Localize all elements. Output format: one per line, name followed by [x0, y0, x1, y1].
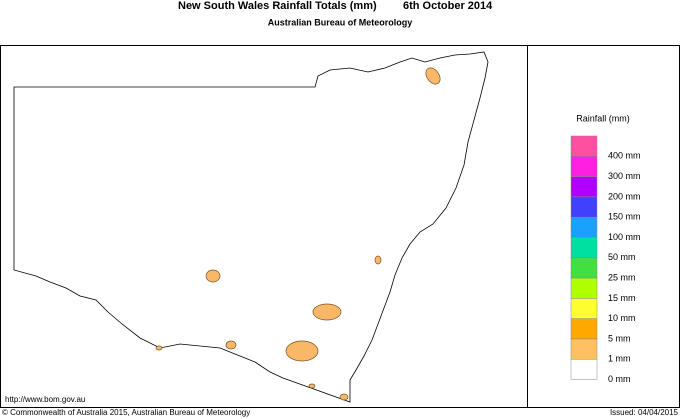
legend-swatch — [570, 257, 598, 279]
subtitle: Australian Bureau of Meteorology — [268, 17, 413, 27]
rain-area — [425, 67, 441, 85]
rain-area — [285, 340, 319, 362]
issued: Issued: 04/04/2015 — [610, 408, 679, 417]
legend-swatch — [570, 176, 598, 198]
date: 6th October 2014 — [403, 0, 493, 12]
legend-title: Rainfall (mm) — [576, 113, 630, 123]
legend-label: 25 mm — [608, 272, 636, 282]
legend-label: 10 mm — [608, 313, 636, 323]
rain-area — [339, 393, 349, 401]
legend-swatch — [570, 277, 598, 299]
legend-label: 200 mm — [608, 191, 641, 201]
rain-area — [374, 255, 382, 265]
legend-swatch — [570, 298, 598, 319]
legend-swatch — [570, 216, 598, 238]
legend-label: 150 mm — [608, 212, 641, 222]
legend-swatch — [570, 196, 598, 218]
legend-label: 0 mm — [608, 374, 631, 384]
legend-label: 50 mm — [608, 252, 636, 262]
legend-label: 300 mm — [608, 171, 641, 181]
legend-swatch — [570, 156, 598, 177]
legend-label: 15 mm — [608, 293, 636, 303]
legend-label: 400 mm — [608, 151, 641, 161]
legend: 400 mm 300 mm 200 mm 150 mm 100 mm 50 mm 25 mm… — [570, 135, 641, 384]
rain-area — [312, 303, 342, 321]
rain-areas — [155, 67, 441, 401]
legend-label: 1 mm — [608, 354, 631, 364]
legend-swatch — [570, 338, 598, 360]
legend-swatch — [570, 237, 598, 259]
title: New South Wales Rainfall Totals (mm) — [178, 0, 377, 12]
rain-area — [205, 269, 221, 283]
rain-area — [308, 383, 316, 389]
legend-label: 100 mm — [608, 232, 641, 242]
legend-swatch — [570, 135, 598, 157]
copyright: © Commonwealth of Australia 2015, Austra… — [2, 408, 250, 417]
legend-swatch — [570, 359, 598, 380]
rain-area — [155, 345, 163, 351]
legend-label: 5 mm — [608, 333, 631, 343]
legend-swatch — [570, 318, 598, 340]
url: http://www.bom.gov.au — [5, 395, 85, 404]
nsw-outline — [13, 51, 489, 403]
rain-area — [225, 340, 237, 350]
